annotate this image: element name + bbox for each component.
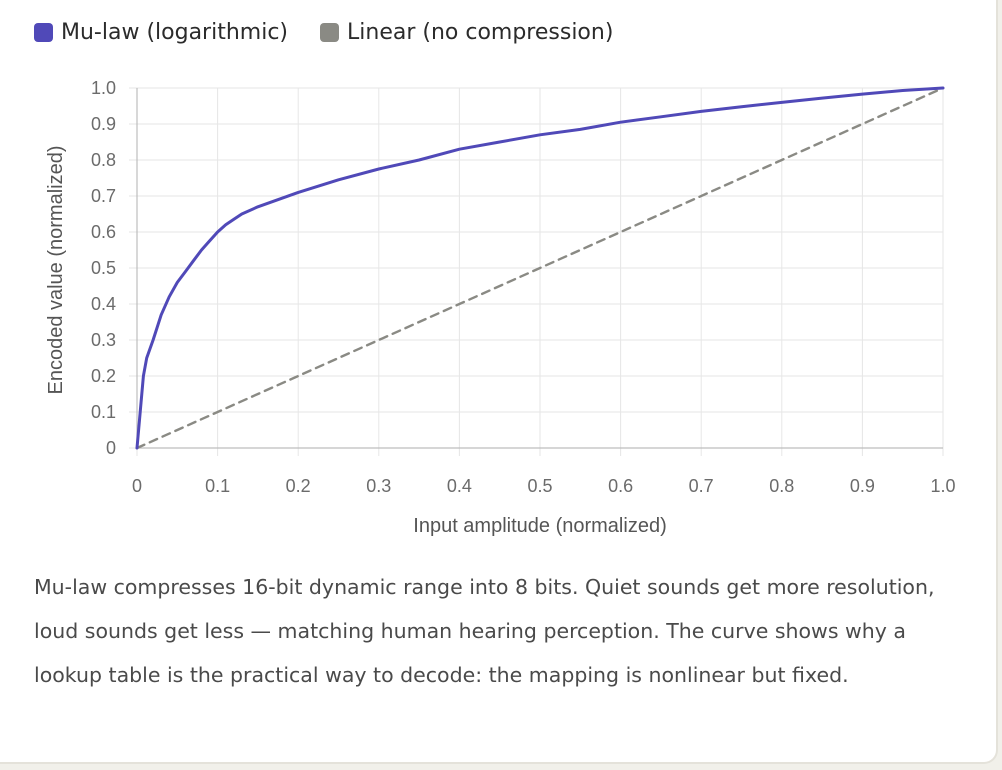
y-tick-label: 0.9 — [91, 114, 116, 134]
legend-swatch-linear — [320, 22, 339, 42]
legend-label-linear: Linear (no compression) — [347, 19, 614, 45]
legend-item-mulaw[interactable]: Mu-law (logarithmic) — [34, 20, 288, 45]
y-tick-label: 0.5 — [91, 258, 116, 278]
y-tick-label: 0.6 — [91, 222, 116, 242]
x-tick-label: 0.8 — [769, 476, 794, 496]
grid-lines — [129, 87, 944, 456]
x-tick-label: 0.2 — [286, 476, 311, 496]
legend-swatch-mulaw — [34, 22, 53, 42]
series-line-linear — [135, 86, 945, 450]
y-axis-ticks: 0 0.1 0.2 0.3 0.4 0.5 0.6 0.7 0.8 0.9 1.0 — [91, 78, 116, 458]
y-tick-label: 0.4 — [91, 294, 116, 314]
x-tick-label: 0 — [132, 476, 142, 496]
x-tick-label: 0.4 — [447, 476, 472, 496]
axes — [136, 88, 943, 449]
y-tick-label: 0.7 — [91, 186, 116, 206]
legend-label-mulaw: Mu-law (logarithmic) — [61, 19, 288, 45]
x-tick-label: 0.7 — [689, 476, 714, 496]
chart-legend: Mu-law (logarithmic) Linear (no compress… — [34, 14, 645, 50]
legend-item-linear[interactable]: Linear (no compression) — [320, 20, 613, 45]
y-tick-label: 0.2 — [91, 366, 116, 386]
x-tick-label: 0.1 — [205, 476, 230, 496]
chart-plot: 0 0.1 0.2 0.3 0.4 0.5 0.6 0.7 0.8 0.9 1.0 00.10.20… — [45, 78, 956, 537]
x-axis-title: Input amplitude (normalized) — [413, 515, 666, 537]
series-lines — [135, 86, 945, 450]
y-tick-label: 0 — [106, 438, 116, 458]
x-tick-label: 0.9 — [850, 476, 875, 496]
x-tick-label: 0.6 — [608, 476, 633, 496]
y-tick-label: 0.3 — [91, 330, 116, 350]
x-tick-label: 0.3 — [366, 476, 391, 496]
x-axis-ticks: 0 0.1 0.2 0.3 0.4 0.5 0.6 0.7 0.8 0.9 1.0 — [132, 476, 956, 496]
x-tick-label: 1.0 — [930, 476, 955, 496]
y-tick-label: 0.1 — [91, 402, 116, 422]
chart-caption: Mu-law compresses 16-bit dynamic range i… — [34, 575, 935, 687]
y-axis-title: Encoded value (normalized) — [45, 145, 67, 394]
y-tick-label: 0.8 — [91, 150, 116, 170]
y-tick-label: 1.0 — [91, 78, 116, 98]
x-tick-label: 0.5 — [527, 476, 552, 496]
series-line-mulaw — [135, 86, 945, 450]
